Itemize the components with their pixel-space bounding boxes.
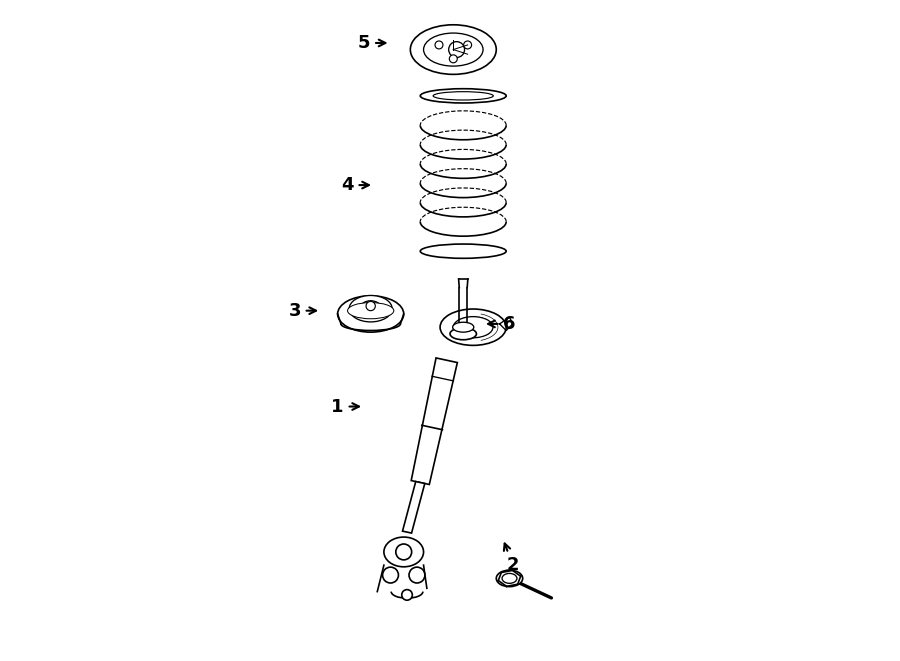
Text: 2: 2 [504,543,519,574]
Circle shape [449,55,457,63]
Text: 5: 5 [358,34,385,52]
Ellipse shape [440,309,506,345]
Text: 3: 3 [288,301,316,320]
Ellipse shape [384,537,424,567]
Circle shape [449,42,464,58]
Circle shape [409,567,425,583]
Ellipse shape [450,328,476,340]
Ellipse shape [338,295,404,332]
Ellipse shape [420,89,506,103]
Circle shape [396,544,411,560]
Ellipse shape [453,323,473,332]
Ellipse shape [454,317,493,338]
Polygon shape [411,358,457,485]
Text: 1: 1 [331,397,359,416]
Circle shape [435,41,443,49]
Text: 6: 6 [488,315,516,333]
Ellipse shape [349,295,392,322]
Circle shape [464,41,472,49]
Ellipse shape [361,301,381,314]
Ellipse shape [433,92,493,100]
Ellipse shape [496,570,523,587]
Circle shape [382,567,399,583]
Ellipse shape [357,306,384,315]
Ellipse shape [420,244,506,258]
Text: 4: 4 [341,176,369,194]
Circle shape [366,301,375,311]
Ellipse shape [347,303,394,319]
Ellipse shape [410,24,496,74]
Ellipse shape [502,573,517,583]
Circle shape [401,590,412,600]
Ellipse shape [424,33,483,66]
Polygon shape [402,482,425,533]
